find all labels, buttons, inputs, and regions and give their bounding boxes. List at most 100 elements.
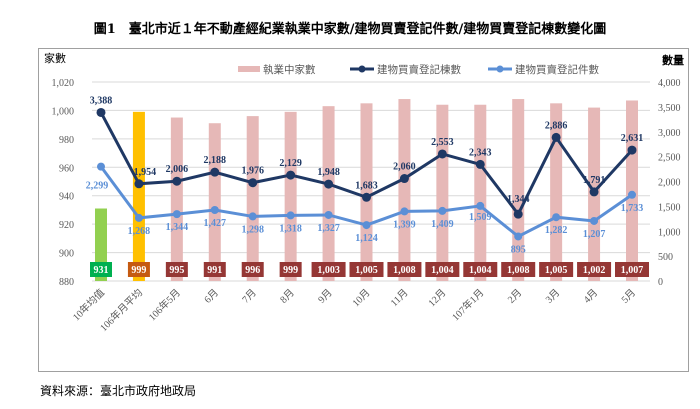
bar-label-box — [279, 262, 302, 277]
data-label: 2,299 — [86, 181, 109, 192]
data-point — [400, 207, 409, 216]
bar-label-box — [90, 262, 112, 277]
legend-label: 建物買賣登記件數 — [515, 63, 599, 76]
bar — [246, 116, 259, 281]
category-label: 10月 — [350, 287, 373, 310]
legend-label: 建物買賣登記棟數 — [377, 63, 461, 76]
category-label: 12月 — [426, 287, 449, 310]
bar-value-label: 991 — [207, 265, 222, 276]
data-label: 1,509 — [469, 212, 492, 223]
bar-value-label: 1,002 — [583, 265, 606, 276]
data-point — [210, 206, 219, 215]
bar-label-box — [425, 262, 460, 277]
bar — [284, 111, 297, 281]
bar-value-label: 1,008 — [507, 265, 530, 276]
bar-value-label: 1,004 — [431, 265, 454, 276]
data-point — [399, 174, 409, 184]
chart-frame — [38, 48, 689, 372]
bar-label-box — [311, 262, 346, 277]
data-label: 1,124 — [355, 233, 378, 244]
data-label: 1,948 — [317, 167, 340, 178]
data-point — [513, 209, 523, 219]
data-label: 2,886 — [545, 120, 568, 131]
bar — [398, 99, 411, 281]
bar-value-label: 999 — [283, 265, 298, 276]
bar — [474, 104, 487, 281]
data-label: 895 — [511, 244, 526, 255]
data-point — [172, 176, 182, 186]
data-point — [97, 162, 105, 171]
data-label: 3,388 — [90, 95, 113, 106]
bar — [322, 106, 335, 282]
bar-label-box — [127, 262, 150, 277]
data-label: 1,344 — [166, 222, 189, 233]
bar-value-label: 1,008 — [393, 265, 416, 276]
data-point — [324, 179, 334, 189]
right-tick-label: 500 — [658, 252, 673, 263]
data-label: 1,344 — [507, 194, 530, 205]
right-tick-label: 4,000 — [658, 78, 681, 89]
bar-label-box — [577, 262, 612, 277]
data-label: 1,733 — [621, 203, 644, 214]
right-tick-label: 3,500 — [658, 103, 681, 114]
data-point — [362, 221, 371, 230]
data-label: 1,207 — [583, 229, 606, 240]
bar-label-box — [203, 262, 226, 277]
data-point — [437, 149, 447, 159]
bar — [550, 103, 563, 281]
left-tick-label: 940 — [59, 192, 74, 203]
data-point — [324, 210, 333, 219]
right-axis-title: 數量 — [662, 53, 684, 67]
bar — [170, 117, 183, 282]
data-point — [552, 213, 561, 222]
right-tick-label: 1,000 — [658, 227, 681, 238]
data-point — [134, 179, 144, 189]
data-label: 2,006 — [166, 164, 189, 175]
data-label: 1,298 — [241, 224, 264, 235]
data-label: 2,188 — [204, 155, 227, 166]
data-point — [551, 132, 561, 142]
data-label: 1,976 — [241, 166, 264, 177]
data-point — [248, 212, 257, 221]
data-point — [590, 216, 599, 225]
data-label: 1,399 — [393, 219, 416, 230]
bar-label-box — [501, 262, 536, 277]
data-label: 1,318 — [279, 223, 302, 234]
data-label: 1,427 — [204, 218, 227, 229]
data-point — [627, 145, 637, 155]
bar-value-label: 1,004 — [469, 265, 492, 276]
right-tick-label: 2,500 — [658, 153, 681, 164]
category-label: 4月 — [581, 287, 600, 306]
bar-label-box — [463, 262, 498, 277]
bar — [132, 111, 145, 281]
data-point — [476, 201, 485, 210]
category-label: 106年5月 — [146, 286, 183, 323]
data-label: 1,268 — [128, 226, 151, 237]
data-point — [514, 232, 523, 241]
bar-value-label: 1,005 — [355, 265, 378, 276]
category-label: 3月 — [543, 287, 562, 306]
bar-label-box — [387, 262, 422, 277]
right-tick-label: 2,000 — [658, 178, 681, 189]
data-label: 2,129 — [279, 158, 302, 169]
left-tick-label: 900 — [59, 249, 74, 260]
left-axis-title: 家數 — [44, 51, 66, 65]
bar-value-label: 996 — [245, 265, 260, 276]
bar — [626, 100, 638, 281]
data-label: 1,791 — [583, 175, 606, 186]
bar-label-box — [165, 262, 188, 277]
legend-label: 執業中家數 — [263, 63, 316, 76]
data-point — [589, 187, 599, 197]
category-label: 10年均值 — [70, 286, 107, 323]
data-label: 2,553 — [431, 137, 454, 148]
category-label: 107年1月 — [449, 286, 486, 323]
bar-label-box — [241, 262, 264, 277]
bar-value-label: 1,007 — [621, 265, 644, 276]
category-label: 6月 — [202, 287, 221, 306]
category-label: 9月 — [316, 287, 335, 306]
data-label: 2,060 — [393, 162, 416, 173]
bar — [436, 104, 449, 281]
bar-label-box — [615, 262, 649, 277]
right-tick-label: 3,000 — [658, 128, 681, 139]
